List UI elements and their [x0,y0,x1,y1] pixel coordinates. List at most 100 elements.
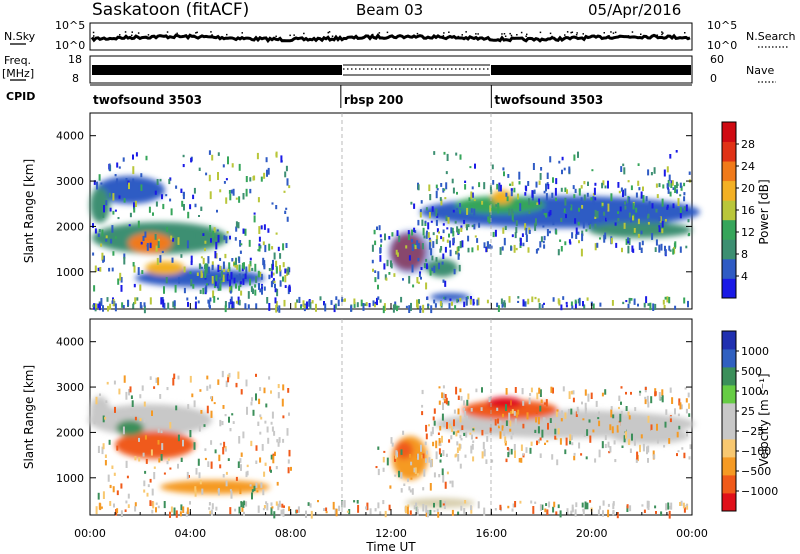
scatter-cell [547,184,550,190]
scatter-cell [658,183,661,188]
scatter-cell [226,273,229,281]
scatter-cell [677,450,680,453]
scatter-cell [469,166,472,169]
scatter-cell [614,459,617,463]
scatter-cell [514,418,517,426]
scatter-cell [540,236,543,243]
scatter-cell [604,435,607,440]
scatter-cell [149,478,152,483]
scatter-cell [527,298,530,305]
scatter-cell [266,503,269,511]
scatter-cell [152,501,155,509]
scatter-cell [574,509,577,517]
scatter-cell [442,392,445,401]
scatter-cell [150,449,153,456]
scatter-cell [417,447,420,454]
scatter-cell [198,215,200,217]
scatter-cell [407,478,409,482]
colorbar-tick-label: 12 [741,226,755,239]
scatter-cell [534,223,537,231]
scatter-cell [139,418,142,422]
scatter-cell [449,249,452,257]
scatter-cell [675,150,678,153]
scatter-cell [95,506,98,515]
scatter-cell [230,272,233,280]
scatter-cell [100,298,103,306]
scatter-cell [133,207,136,213]
scatter-cell [193,187,196,194]
scatter-cell [604,185,607,189]
scatter-cell [542,225,545,228]
scatter-cell [229,507,232,515]
scatter-cell [557,428,560,435]
scatter-cell [122,426,125,435]
scatter-cell [505,388,508,395]
scatter-cell [442,402,444,410]
scatter-cell [559,438,562,445]
scatter-cell [220,280,223,283]
scatter-cell [576,406,579,415]
cpid-label: CPID [6,90,35,103]
scatter-cell [646,446,648,455]
scatter-cell [397,305,400,308]
scatter-cell [457,252,460,260]
x-tick-label: 00:00 [676,527,708,540]
scatter-cell [510,448,513,455]
scatter-cell [468,197,471,201]
scatter-cell [567,408,570,417]
scatter-cell [116,178,119,182]
scatter-cell [432,232,435,236]
scatter-cell [538,180,541,185]
scatter-cell [107,305,109,312]
nsky-point [610,31,612,33]
scatter-cell [459,434,462,439]
scatter-cell [382,467,385,472]
scatter-cell [470,208,473,213]
scatter-cell [427,303,430,307]
scatter-cell [645,206,648,214]
scatter-cell [437,432,440,435]
scatter-cell [211,154,214,161]
scatter-cell [599,219,602,222]
scatter-cell [607,180,609,189]
scatter-cell [653,454,656,459]
scatter-cell [599,428,601,432]
scatter-cell [236,264,239,270]
scatter-cell [225,380,228,388]
scatter-cell [539,504,542,511]
scatter-cell [441,261,444,265]
scatter-cell [275,232,278,235]
scatter-cell [610,193,613,202]
scatter-cell [97,492,100,500]
scatter-cell [602,510,604,517]
nsky-point [503,33,506,35]
scatter-cell [531,296,534,303]
scatter-cell [446,227,449,230]
scatter-cell [524,192,527,196]
scatter-cell [204,448,207,451]
scatter-cell [435,239,438,245]
scatter-cell [506,447,509,451]
scatter-cell [413,505,416,510]
scatter-cell [111,300,114,304]
scatter-cell [599,505,601,510]
scatter-cell [284,210,287,214]
scatter-cell [272,278,275,282]
scatter-cell [200,206,203,211]
scatter-cell [151,509,154,514]
scatter-cell [436,235,439,240]
scatter-cell [508,296,511,303]
scatter-cell [460,505,463,511]
scatter-cell [552,177,554,183]
scatter-cell [425,505,428,513]
scatter-cell [607,441,610,448]
scatter-cell [309,302,312,310]
scatter-cell [524,223,527,231]
scatter-cell [123,253,126,259]
scatter-cell [640,230,643,235]
scatter-cell [453,409,456,414]
scatter-cell [167,302,170,310]
scatter-cell [498,185,501,192]
